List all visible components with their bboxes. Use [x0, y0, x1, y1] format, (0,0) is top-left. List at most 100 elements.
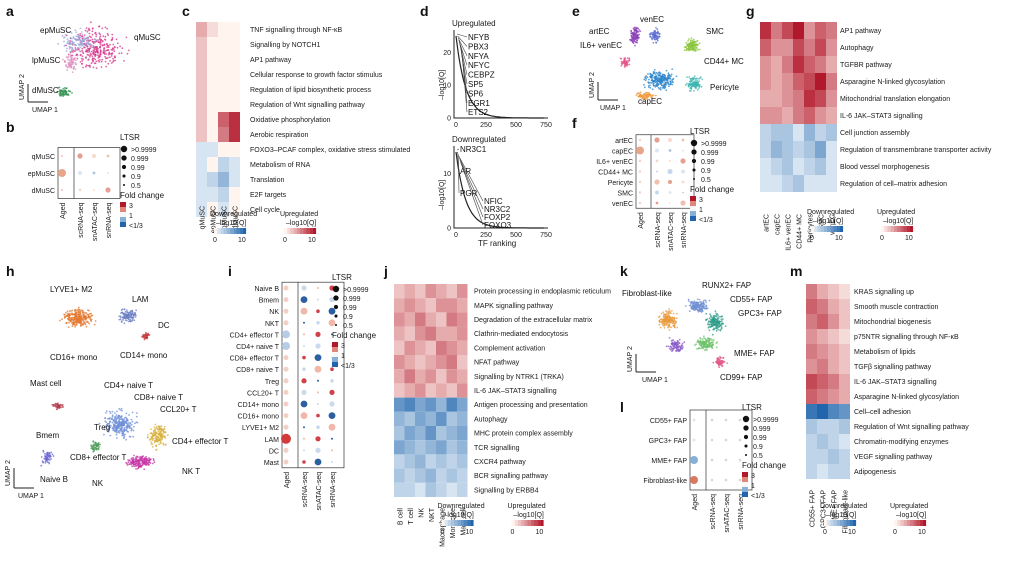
umap-point	[655, 71, 658, 74]
heatmap-cell	[404, 426, 415, 441]
umap-point	[113, 50, 116, 53]
legend-down-step	[849, 520, 853, 526]
heatmap-cell	[229, 187, 240, 202]
heatmap-cell	[817, 374, 828, 389]
heatmap-term-label: Autophagy	[474, 416, 508, 423]
tf-xtick: 500	[510, 122, 522, 129]
heatmap-col-label: GPC3+ FAP	[821, 490, 828, 529]
umap-point	[636, 93, 639, 95]
umap-point	[658, 33, 661, 36]
dotplot-dot	[680, 158, 686, 164]
panel-d-tf-rank-plots: NFYBPBX3NFYANFYCCEBPZSP5SP6EGR1ETS201020…	[443, 30, 552, 239]
heatmap-cell	[196, 187, 207, 202]
umap-point	[66, 42, 69, 45]
umap-point	[81, 59, 84, 62]
umap-point	[102, 35, 105, 38]
umap-point	[644, 79, 647, 82]
umap-point	[712, 339, 715, 341]
umap-point	[149, 462, 152, 464]
umap-point	[43, 455, 46, 457]
legend-tick: 10	[308, 237, 316, 244]
fold-change-tick: 1	[751, 483, 755, 490]
umap-point	[643, 83, 645, 86]
umap-point	[96, 54, 99, 57]
heatmap-cell	[817, 464, 828, 479]
umap-point	[716, 327, 718, 330]
umap-point	[125, 420, 128, 422]
fold-change-tick: <1/3	[129, 223, 143, 230]
umap-point	[647, 95, 650, 97]
heatmap-term-label: Complement activation	[474, 345, 545, 352]
legend-up-step	[303, 228, 307, 234]
panel-d-up-ylabel: –log10[Q]	[439, 70, 446, 100]
umap-point	[656, 82, 659, 84]
umap-point	[683, 49, 686, 51]
umap-point	[51, 403, 54, 406]
umap-point	[72, 49, 75, 52]
heatmap-col-label: SMC	[819, 214, 826, 230]
umap-point	[654, 31, 657, 33]
umap-point	[134, 463, 137, 466]
umap-point	[85, 65, 87, 68]
heatmap-cell	[207, 127, 218, 142]
heatmap-cell	[394, 411, 405, 426]
heatmap-term-label: KRAS signalling up	[854, 289, 914, 296]
umap-point	[74, 50, 76, 52]
umap-point	[726, 362, 729, 364]
ltsr-legend-dot	[121, 155, 127, 161]
fold-change-legend-title: Fold change	[332, 331, 377, 340]
heatmap-cell	[404, 355, 415, 370]
umap-point	[644, 93, 646, 96]
umap-point	[71, 92, 73, 94]
legend-up-step	[900, 520, 904, 526]
heatmap-cell	[436, 454, 447, 469]
umap-point	[722, 357, 724, 359]
dotplot-dot	[668, 191, 672, 194]
umap-point	[668, 312, 670, 314]
heatmap-term-label: p75NTR signalling through NF-κB	[854, 334, 959, 341]
umap-point	[131, 411, 134, 414]
heatmap-cell	[229, 172, 240, 187]
dotplot-dot	[316, 425, 320, 430]
dotplot-dot	[331, 449, 333, 452]
umap-point	[630, 36, 633, 38]
fold-change-color-step	[120, 217, 126, 222]
panel-d-label: d	[420, 3, 429, 19]
umap-point	[694, 86, 697, 88]
umap-point	[65, 312, 67, 314]
legend-up-step	[884, 226, 888, 232]
umap-point	[136, 467, 139, 470]
umap-point	[97, 445, 99, 447]
umap-point	[118, 315, 121, 318]
heatmap-cell	[207, 172, 218, 187]
umap-point	[150, 441, 153, 443]
fold-change-tick: 3	[699, 197, 703, 204]
umap-point	[71, 317, 74, 320]
heatmap-term-label: IL-6 JAK–STAT3 signalling	[840, 113, 923, 120]
dotplot-dot	[315, 447, 321, 453]
panel-l-label: l	[620, 399, 624, 415]
legend-tick: 10	[835, 235, 843, 242]
heatmap-col-label: CD55+ FAP	[810, 490, 817, 527]
legend-up-scale: –log10[Q]	[896, 512, 926, 519]
umap-point	[106, 46, 108, 49]
dotplot-row-label: CD8+ naive T	[236, 367, 280, 374]
dotplot-dot	[668, 138, 672, 142]
umap-point	[65, 65, 67, 67]
umap-point	[669, 80, 671, 83]
heatmap-cell	[196, 52, 207, 67]
dotplot-dot	[317, 287, 319, 289]
umap-point	[639, 30, 642, 32]
umap-point	[650, 82, 653, 84]
legend-up-step	[900, 226, 904, 232]
umap-point	[148, 463, 150, 466]
umap-point	[79, 320, 82, 322]
ltsr-legend-label: 0.5	[131, 183, 141, 190]
heatmap-term-label: Cell–cell adhesion	[854, 409, 911, 416]
umap-point	[657, 32, 660, 35]
umap-point	[670, 339, 673, 342]
umap-point	[60, 406, 62, 409]
ltsr-legend-dot	[693, 178, 695, 180]
umap-point	[635, 30, 637, 32]
umap-point	[664, 314, 667, 316]
